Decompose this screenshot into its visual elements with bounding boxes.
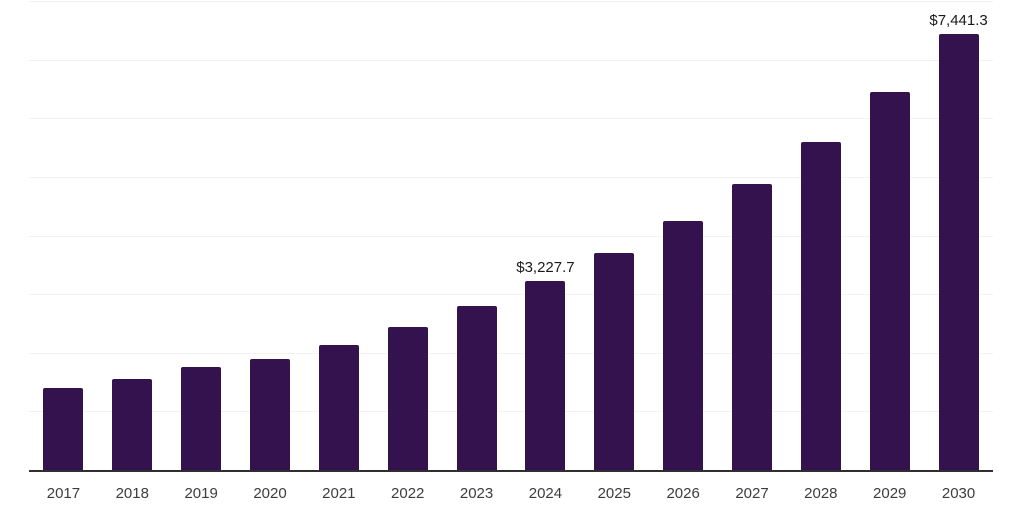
gridline xyxy=(29,59,993,61)
bar-2029 xyxy=(869,91,910,470)
plot-area: $3,227.7 $7,441.3 xyxy=(29,1,993,472)
bar-2027 xyxy=(732,183,772,470)
bar-2030 xyxy=(938,33,979,470)
gridline xyxy=(29,1,993,2)
x-axis-tick-labels: 2017 2018 2019 2020 2021 2022 2023 2024 2025 2026… xyxy=(29,484,993,504)
x-tick-label-2021: 2021 xyxy=(322,485,356,502)
x-tick-label-2030: 2030 xyxy=(941,485,976,502)
x-tick-label-2020: 2020 xyxy=(253,485,287,502)
bar-2023 xyxy=(456,306,497,470)
bar-2025 xyxy=(594,252,635,470)
x-tick-label-2028: 2028 xyxy=(804,485,838,502)
bar-2021 xyxy=(318,345,359,470)
gridline xyxy=(29,118,993,120)
x-tick-label-2023: 2023 xyxy=(459,485,494,502)
x-tick-label-2027: 2027 xyxy=(735,485,769,502)
x-tick-label-2029: 2029 xyxy=(873,485,907,502)
bar-2028 xyxy=(800,141,841,470)
x-tick-label-2024: 2024 xyxy=(528,485,563,502)
gridline xyxy=(29,352,993,354)
x-axis-line xyxy=(29,470,993,472)
x-tick-label-2017: 2017 xyxy=(46,485,81,502)
x-tick-label-2019: 2019 xyxy=(184,485,218,502)
bar-2017 xyxy=(43,387,84,470)
bar-2019 xyxy=(181,367,222,470)
x-tick-label-2026: 2026 xyxy=(666,485,700,502)
bar-2018 xyxy=(112,378,153,470)
gridline xyxy=(29,176,993,178)
gridline xyxy=(29,235,993,237)
value-label-2030: $7,441.3 xyxy=(929,11,988,29)
gridline xyxy=(29,411,993,413)
x-tick-label-2025: 2025 xyxy=(597,485,631,502)
bar-2022 xyxy=(387,326,428,470)
x-tick-label-2018: 2018 xyxy=(115,485,149,502)
gridline xyxy=(29,294,993,296)
value-label-2024: $3,227.7 xyxy=(516,258,575,276)
bar-2026 xyxy=(663,220,704,470)
x-tick-label-2022: 2022 xyxy=(391,485,425,502)
bar-2020 xyxy=(250,358,290,470)
bar-2024 xyxy=(525,280,566,470)
